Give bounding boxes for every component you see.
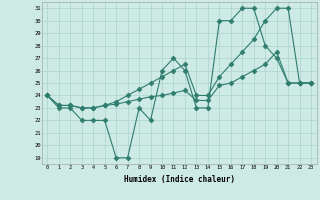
X-axis label: Humidex (Indice chaleur): Humidex (Indice chaleur) [124,175,235,184]
